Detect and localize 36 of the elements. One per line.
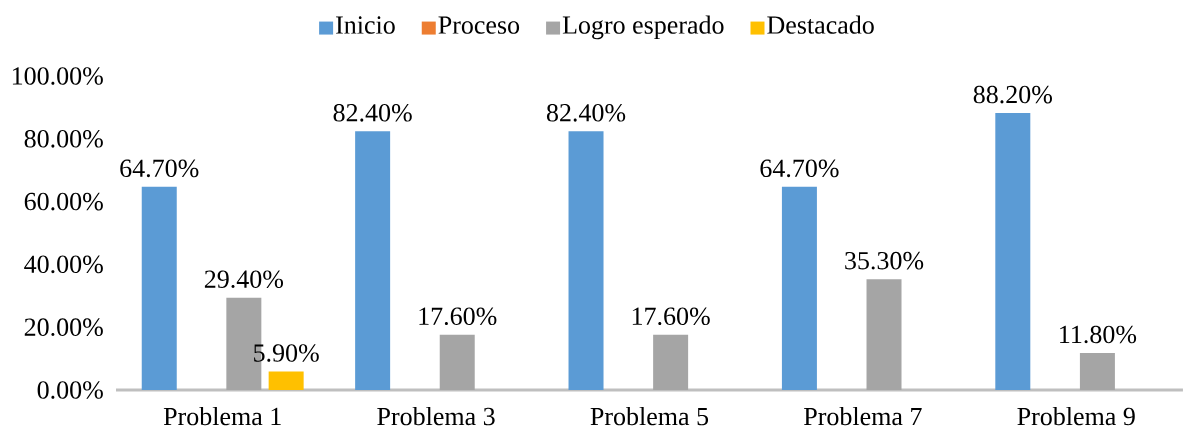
data-label: 64.70% (760, 159, 839, 178)
x-tick-label: Problema 1 (163, 406, 281, 426)
y-tick-label: 20.00% (24, 318, 103, 337)
data-label: 11.80% (1060, 325, 1137, 344)
legend-label: Proceso (438, 16, 520, 34)
x-tick-label: Problema 5 (590, 406, 709, 426)
x-tick-label: Problema 7 (804, 406, 922, 426)
data-label: 17.60% (632, 307, 710, 326)
bar (995, 113, 1031, 390)
data-label: 17.60% (419, 307, 497, 326)
data-label: 29.40% (204, 270, 284, 289)
data-label: 5.90% (254, 344, 319, 362)
x-tick-label: Problema 9 (1017, 406, 1135, 426)
data-label: 35.30% (845, 251, 924, 270)
bar (439, 334, 475, 390)
legend-label: Inicio (336, 16, 395, 34)
data-label: 88.20% (973, 85, 1052, 104)
data-label: 82.40% (333, 103, 412, 122)
y-tick-label: 100.00% (12, 67, 103, 85)
bar (141, 186, 177, 390)
data-label: 82.40% (546, 103, 626, 122)
bar (653, 334, 689, 390)
y-tick-label: 60.00% (24, 192, 103, 211)
data-label: 64.70% (120, 159, 199, 178)
legend-label: Logro esperado (562, 15, 724, 40)
bar (268, 371, 304, 390)
x-tick-label: Problema 3 (377, 406, 495, 426)
y-tick-label: 0.00% (37, 381, 103, 399)
bar (781, 186, 817, 390)
legend-label: Destacado (767, 15, 874, 34)
bar (568, 131, 604, 390)
y-tick-label: 40.00% (24, 255, 103, 274)
bar (866, 279, 902, 390)
y-tick-label: 80.00% (24, 129, 103, 148)
bar (355, 131, 391, 390)
bar (1079, 352, 1115, 390)
